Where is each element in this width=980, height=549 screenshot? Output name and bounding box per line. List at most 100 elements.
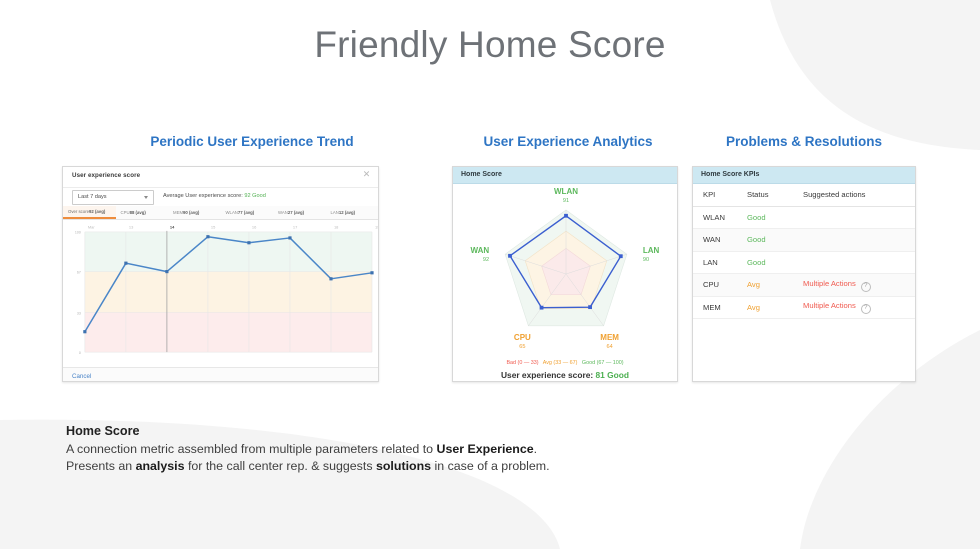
average-score-label: Average User experience score: <box>163 193 243 199</box>
legend-avg: Avg (33 — 67) <box>542 360 578 366</box>
radar-score-label: User experience score: <box>500 370 594 380</box>
svg-text:15: 15 <box>211 224 216 229</box>
home-score-kpi-panel: Home Score KPIs KPI Status Suggested actio… <box>692 166 916 382</box>
kpi-status-badge: Good <box>747 212 766 222</box>
svg-text:100: 100 <box>75 231 81 235</box>
kpi-name: WLAN <box>703 212 725 222</box>
section-heading-problems: Problems & Resolutions <box>725 134 883 149</box>
svg-text:92: 92 <box>483 257 489 263</box>
kpi-panel-title: Home Score KPIs <box>701 171 760 178</box>
trend-tab-value: 88 (avg) <box>129 210 146 215</box>
svg-text:LAN: LAN <box>643 246 660 255</box>
page-title: Friendly Home Score <box>314 24 666 65</box>
svg-text:64: 64 <box>607 344 613 350</box>
svg-text:WLAN: WLAN <box>554 187 578 196</box>
description-title: Home Score <box>66 424 140 438</box>
legend-good: Good (67 — 100) <box>581 360 624 366</box>
multiple-actions-link[interactable]: Multiple Actions <box>803 301 856 311</box>
radar-panel-header: Home Score <box>453 167 677 184</box>
svg-text:16: 16 <box>252 224 257 229</box>
kpi-table: KPI Status Suggested actions WLAN Good WAN Goo… <box>693 184 915 381</box>
trend-dialog-title: User experience score <box>72 172 141 179</box>
trend-tab-over-score[interactable]: Over score 92 (avg) <box>63 206 116 219</box>
kpi-table-row: LAN Good <box>693 252 915 274</box>
svg-text:91: 91 <box>563 198 569 204</box>
svg-text:33: 33 <box>77 311 81 315</box>
trend-tab-mem[interactable]: MEM 90 (avg) <box>168 206 221 219</box>
trend-metric-tabs: Over score 92 (avg) CPU 88 (avg) MEM 90 (a… <box>63 206 378 220</box>
kpi-status-badge: Good <box>747 257 766 267</box>
description-line-2: Presents an analysis for the call center… <box>66 458 726 475</box>
kpi-table-row: WAN Good <box>693 229 915 252</box>
kpi-table-row: WLAN Good <box>693 207 915 229</box>
svg-text:CPU: CPU <box>514 333 531 342</box>
svg-text:Mar: Mar <box>88 224 96 229</box>
kpi-table-header-row: KPI Status Suggested actions <box>693 184 915 207</box>
radar-chart-svg: WLAN 91 LAN 90 MEM 64 CPU 65 WAN 92 <box>470 187 660 350</box>
trend-tab-value: 90 (avg) <box>183 210 200 215</box>
trend-tab-wan[interactable]: WAN 27 (avg) <box>273 206 326 219</box>
trend-chart: 0 33 67 100 Mar 13 14 15 16 17 18 19 <box>63 220 378 367</box>
chevron-down-icon <box>144 196 148 199</box>
trend-chart-svg: 0 33 67 100 Mar 13 14 15 16 17 18 19 <box>75 224 378 355</box>
svg-text:18: 18 <box>334 224 339 229</box>
cancel-button[interactable]: Cancel <box>72 373 92 380</box>
kpi-panel-header: Home Score KPIs <box>693 167 915 184</box>
svg-text:0: 0 <box>79 351 81 355</box>
description-line2-a: Presents an <box>66 459 136 473</box>
section-heading-trend: Periodic User Experience Trend <box>150 134 354 149</box>
legend-bad: Bad (0 — 33) <box>506 360 539 366</box>
help-circle-icon[interactable]: ? <box>860 304 871 315</box>
average-score-text: Average User experience score: 92 Good <box>163 193 266 199</box>
svg-text:90: 90 <box>643 257 649 263</box>
description-line2-c: for the call center rep. & suggests <box>184 459 376 473</box>
trend-tab-lan[interactable]: LAN 12 (avg) <box>326 206 379 219</box>
svg-text:65: 65 <box>519 344 525 350</box>
radar-score-value: 81 Good <box>595 370 630 380</box>
help-circle-icon[interactable]: ? <box>860 281 871 292</box>
svg-text:MEM: MEM <box>600 333 619 342</box>
svg-text:WAN: WAN <box>470 246 489 255</box>
svg-text:19: 19 <box>375 224 378 229</box>
description-line2-e: in case of a problem. <box>431 459 550 473</box>
description-emphasis-analysis: analysis <box>135 459 185 473</box>
close-icon[interactable]: ✕ <box>362 169 371 179</box>
trend-tab-value: 12 (avg) <box>338 210 356 215</box>
description-emphasis-solutions: solutions <box>375 459 432 473</box>
kpi-table-row: MEM Avg Multiple Actions? <box>693 297 915 319</box>
trend-tab-value: 27 (avg) <box>287 210 305 215</box>
average-score-value: 92 Good <box>244 193 266 199</box>
kpi-column-header-status: Status <box>747 190 769 200</box>
trend-tab-label: MEM <box>173 210 184 215</box>
home-score-radar-panel: Home Score WLAN 91 LAN 90 MEM 64 CPU 65 WAN 92 Ba… <box>452 166 678 382</box>
kpi-suggested-actions[interactable]: Multiple Actions? <box>803 278 915 292</box>
trend-tab-label: Over score <box>68 209 90 214</box>
trend-tab-label: WLAN <box>225 210 238 215</box>
trend-dialog-titlebar: User experience score ✕ <box>63 167 378 188</box>
trend-tab-cpu[interactable]: CPU 88 (avg) <box>116 206 169 219</box>
kpi-name: CPU <box>703 280 720 290</box>
multiple-actions-link[interactable]: Multiple Actions <box>803 278 856 288</box>
kpi-name: WAN <box>703 235 721 245</box>
radar-legend: Bad (0 — 33) Avg (33 — 67) Good (67 — 10… <box>453 360 677 366</box>
trend-tab-value: 92 (avg) <box>89 209 106 214</box>
description-line1-a: A connection metric assembled from multi… <box>66 442 437 456</box>
date-range-select[interactable]: Last 7 days <box>72 190 154 205</box>
date-range-value: Last 7 days <box>78 194 107 200</box>
description-block: Home Score A connection metric assembled… <box>66 424 726 475</box>
trend-dialog-controls: Last 7 days Average User experience scor… <box>63 188 378 206</box>
svg-text:67: 67 <box>77 270 81 274</box>
kpi-column-header-kpi: KPI <box>703 190 716 200</box>
description-line-1: A connection metric assembled from multi… <box>66 441 726 458</box>
svg-text:14: 14 <box>170 224 175 229</box>
kpi-suggested-actions[interactable]: Multiple Actions? <box>803 301 915 315</box>
description-line1-c: . <box>533 442 538 456</box>
section-heading-analytics: User Experience Analytics <box>483 134 653 149</box>
trend-tab-label: CPU <box>120 210 130 215</box>
trend-tab-wlan[interactable]: WLAN 77 (avg) <box>221 206 274 219</box>
description-emphasis-user-experience: User Experience <box>436 442 534 456</box>
radar-panel-title: Home Score <box>461 171 502 178</box>
kpi-status-badge: Good <box>747 235 766 245</box>
svg-text:13: 13 <box>129 224 134 229</box>
trend-tab-label: WAN <box>278 210 288 215</box>
